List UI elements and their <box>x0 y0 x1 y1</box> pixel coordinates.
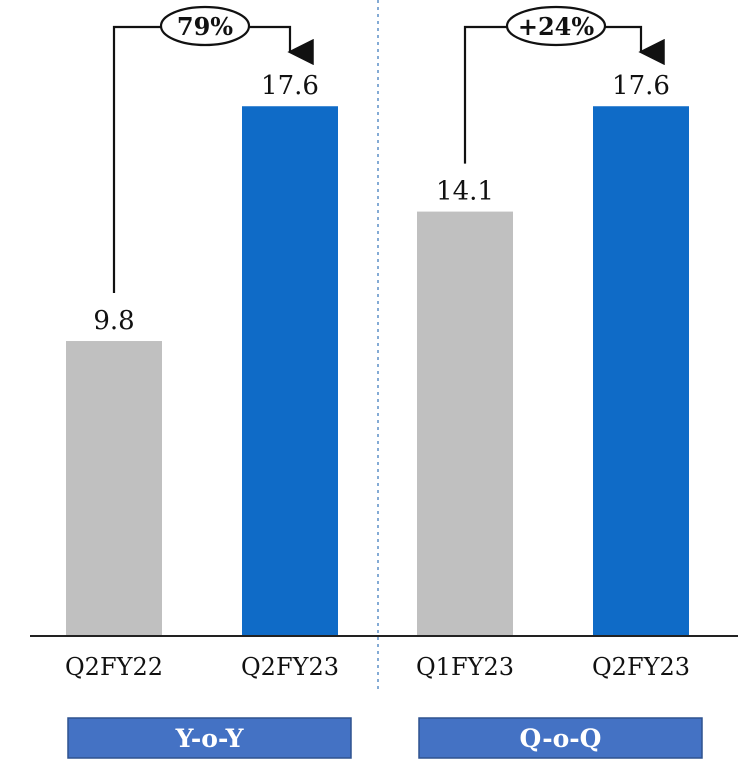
change-badge-ellipse <box>505 5 607 47</box>
category-label: Q1FY23 <box>416 653 514 681</box>
value-label: 14.1 <box>436 177 494 207</box>
group-label-text: Q-o-Q <box>520 724 602 753</box>
category-label: Q2FY22 <box>65 653 163 681</box>
value-label: 9.8 <box>93 306 134 336</box>
group-label-box <box>418 717 703 759</box>
bar-q2fy23-qoq <box>593 106 689 637</box>
value-label: 17.6 <box>612 71 670 101</box>
change-badge-ellipse <box>159 5 251 47</box>
bar-q1fy23-qoq <box>417 211 513 636</box>
category-label: Q2FY23 <box>241 653 339 681</box>
change-percent-label: 79% <box>177 12 233 41</box>
bar-q2fy23-yoy <box>242 106 338 637</box>
group-label-box <box>67 717 352 759</box>
value-label: 17.6 <box>261 71 319 101</box>
change-percent-label: +24% <box>518 12 595 41</box>
category-label: Q2FY23 <box>592 653 690 681</box>
group-label-text: Y-o-Y <box>175 724 245 753</box>
bar-q2fy22-yoy <box>66 341 162 636</box>
